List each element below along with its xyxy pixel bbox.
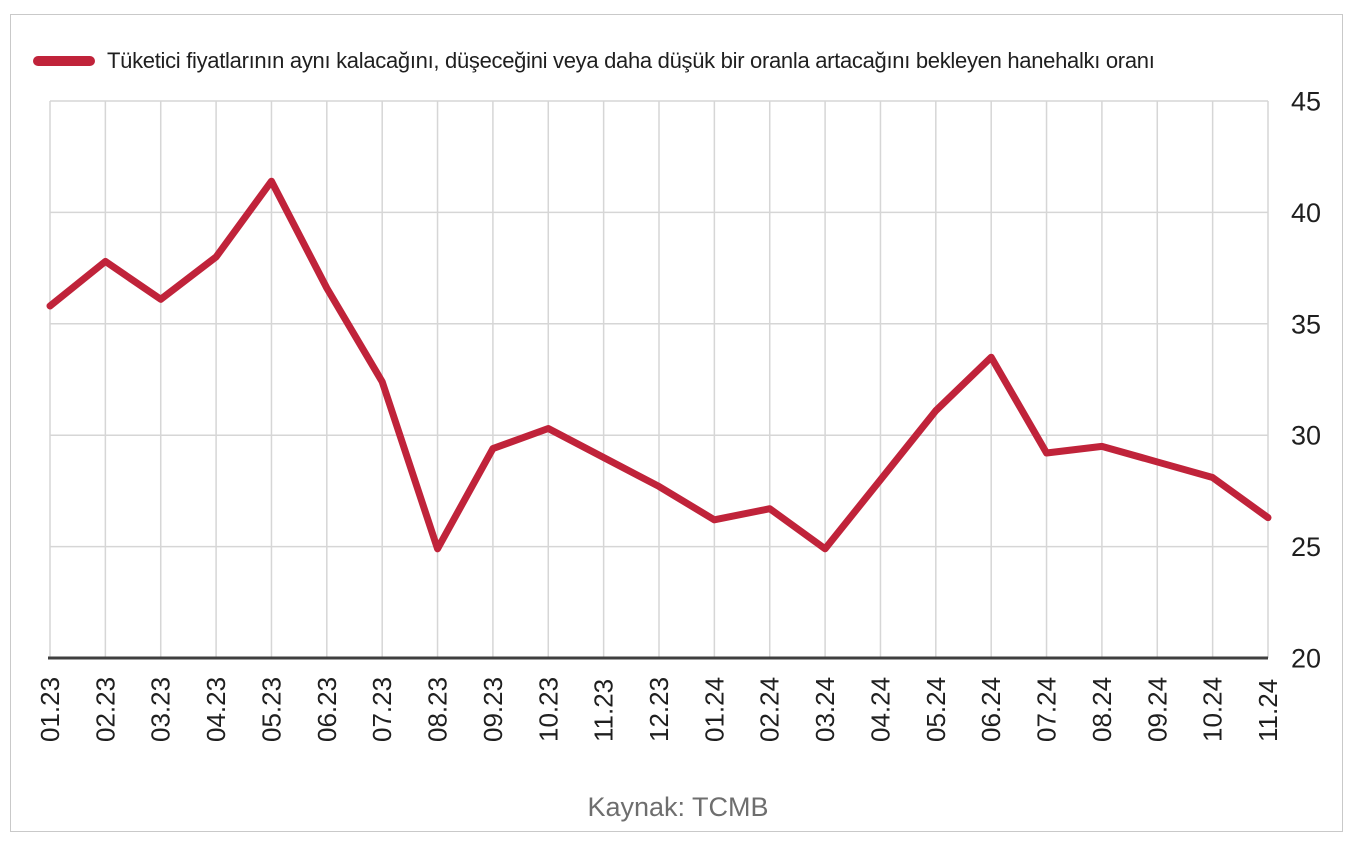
x-axis-tick-label: 08.24: [1087, 677, 1117, 742]
legend: Tüketici fiyatlarının aynı kalacağını, d…: [33, 48, 1155, 74]
x-axis-tick-label: 02.23: [90, 677, 120, 742]
x-axis-tick-label: 01.24: [699, 677, 729, 742]
y-axis-tick-label: 40: [1291, 198, 1321, 228]
x-axis-tick-label: 10.24: [1198, 677, 1228, 742]
x-axis-tick-label: 06.24: [976, 677, 1006, 742]
y-axis-tick-label: 20: [1291, 644, 1321, 674]
series-line: [46, 177, 1272, 553]
x-axis-tick-label: 04.23: [201, 677, 231, 742]
x-axis-tick-label: 09.24: [1142, 677, 1172, 742]
x-axis-tick-label: 11.23: [589, 679, 619, 742]
x-axis-tick-label: 02.24: [755, 677, 785, 742]
y-axis-tick-label: 45: [1291, 87, 1321, 117]
y-axis-tick-label: 35: [1291, 309, 1321, 339]
legend-label: Tüketici fiyatlarının aynı kalacağını, d…: [107, 48, 1155, 73]
x-axis-tick-label: 05.24: [921, 677, 951, 742]
x-axis-tick-label: 03.23: [146, 677, 176, 742]
x-axis-tick-label: 07.23: [367, 677, 397, 742]
line-chart: 20 25 30 35 40 45 01.23 02.23 03.23 04.23 05.23 06.…: [35, 87, 1321, 743]
x-axis-tick-label: 06.23: [312, 677, 342, 742]
y-axis-tick-label: 30: [1291, 421, 1321, 451]
x-axis-tick-label: 10.23: [533, 677, 563, 742]
chart-frame-border: [10, 14, 1343, 832]
x-axis-tick-label: 04.24: [865, 677, 895, 742]
y-axis-tick-label: 25: [1291, 532, 1321, 562]
x-axis-tick-label: 12.23: [644, 677, 674, 742]
x-axis-tick-label: 05.23: [256, 677, 286, 742]
x-axis-tick-label: 01.23: [35, 677, 65, 742]
x-axis-tick-label: 11.24: [1253, 679, 1283, 742]
x-axis-tick-label: 07.24: [1032, 677, 1062, 742]
legend-line-marker: [33, 56, 95, 66]
x-axis-tick-label: 09.23: [478, 677, 508, 742]
x-axis-tick-label: 08.23: [423, 677, 453, 742]
x-axis-tick-label: 03.24: [810, 677, 840, 742]
source-caption: Kaynak: TCMB: [587, 792, 769, 822]
